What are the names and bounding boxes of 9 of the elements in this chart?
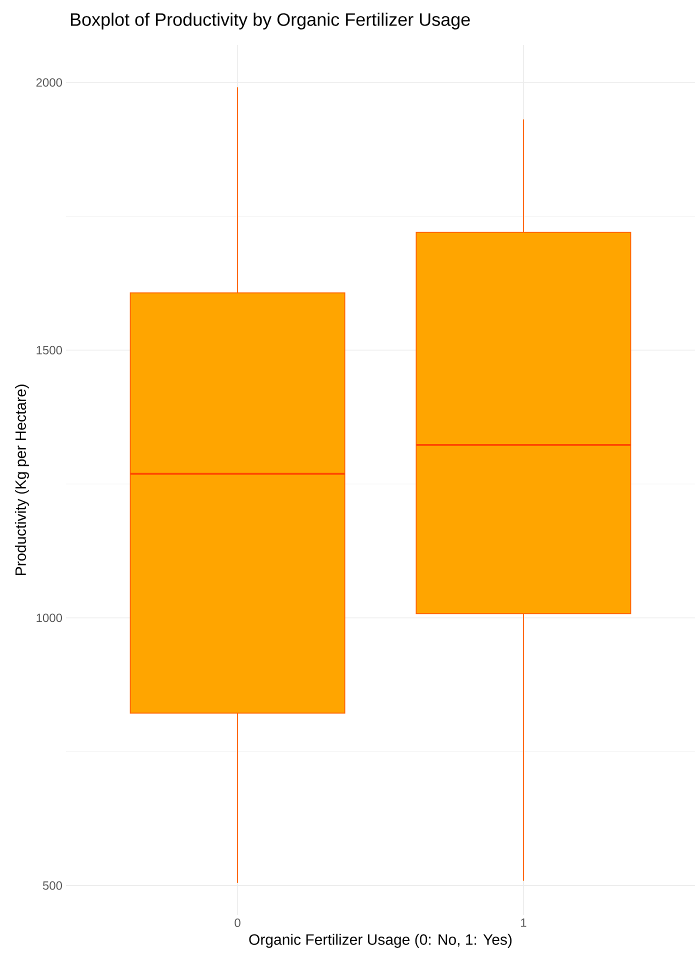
y-axis-title: Productivity (Kg per Hectare) [14,384,29,576]
y-tick-label: 2000 [36,78,62,87]
chart-title: Boxplot of Productivity by Organic Fertilizer Usage [71,12,470,30]
x-tick-label: 0 [234,918,240,928]
y-tick-label: 1000 [36,614,62,622]
x-tick-label: 1 [521,918,526,927]
x-axis-title: Organic Fertilizer Usage (0: No, 1: Yes) [249,934,512,948]
y-tick-label: 500 [42,881,62,890]
y-tick-label: 1500 [36,346,62,354]
